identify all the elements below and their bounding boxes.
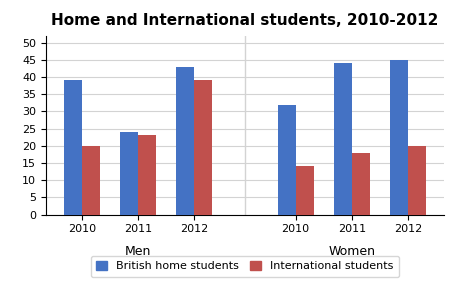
Legend: British home students, International students: British home students, International stu… bbox=[91, 256, 399, 277]
Bar bbox=[176, 67, 194, 215]
Text: Women: Women bbox=[328, 245, 376, 258]
Bar bbox=[82, 146, 100, 215]
Bar bbox=[194, 80, 213, 215]
Bar bbox=[278, 105, 296, 215]
Bar bbox=[334, 63, 352, 215]
Title: Home and International students, 2010-2012: Home and International students, 2010-20… bbox=[51, 13, 439, 28]
Bar bbox=[390, 60, 408, 215]
Bar bbox=[408, 146, 426, 215]
Bar bbox=[352, 153, 370, 215]
Text: Men: Men bbox=[125, 245, 151, 258]
Bar bbox=[64, 80, 82, 215]
Bar bbox=[138, 136, 156, 215]
Bar bbox=[296, 166, 314, 215]
Bar bbox=[120, 132, 138, 215]
